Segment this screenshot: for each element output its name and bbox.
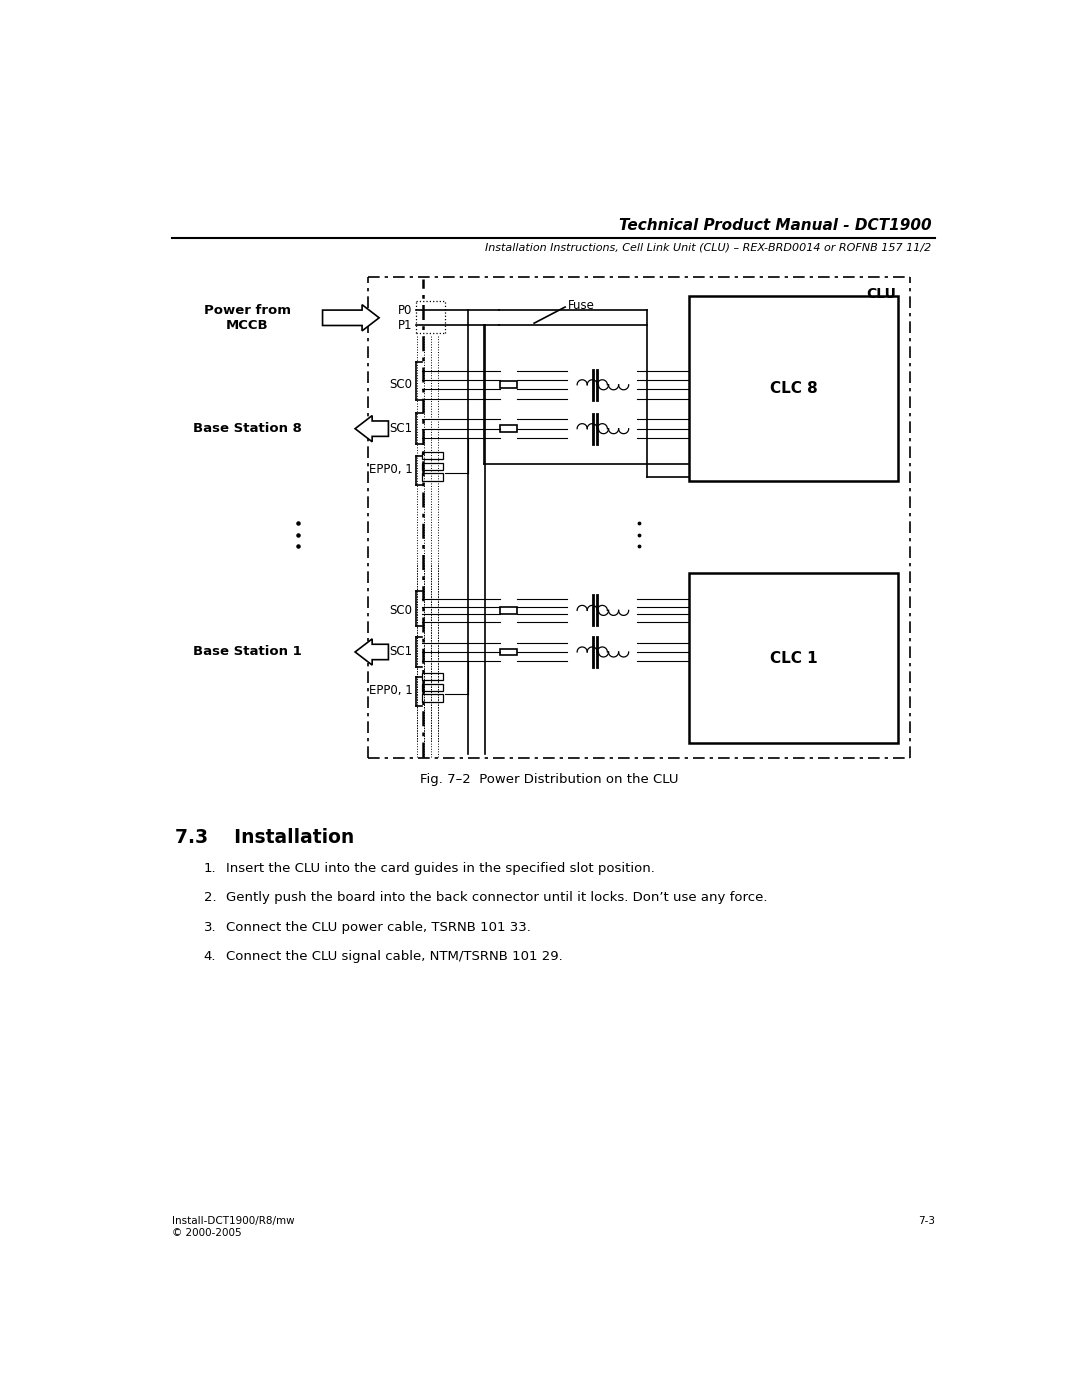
Text: Connect the CLU power cable, TSRNB 101 33.: Connect the CLU power cable, TSRNB 101 3…	[227, 921, 531, 933]
Text: P0: P0	[399, 303, 413, 317]
Polygon shape	[355, 638, 389, 665]
Polygon shape	[355, 415, 389, 441]
Bar	[689, 573, 899, 743]
Text: CLU: CLU	[866, 286, 896, 300]
Bar	[500, 648, 517, 655]
Text: SC1: SC1	[389, 645, 413, 658]
Bar	[422, 474, 444, 481]
Text: Connect the CLU signal cable, NTM/TSRNB 101 29.: Connect the CLU signal cable, NTM/TSRNB …	[227, 950, 563, 963]
Bar	[422, 451, 444, 460]
Polygon shape	[323, 305, 379, 331]
Text: CLC 8: CLC 8	[770, 381, 818, 397]
Bar	[422, 683, 444, 692]
Text: Install-DCT1900/R8/mw
© 2000-2005: Install-DCT1900/R8/mw © 2000-2005	[172, 1217, 295, 1238]
Text: 4.: 4.	[204, 950, 216, 963]
Text: 7-3: 7-3	[918, 1217, 935, 1227]
Bar	[500, 381, 517, 388]
Text: Technical Product Manual - DCT1900: Technical Product Manual - DCT1900	[619, 218, 932, 233]
Text: Installation Instructions, Cell Link Unit (CLU) – REX-BRD0014 or ROFNB 157 11/2: Installation Instructions, Cell Link Uni…	[485, 242, 932, 253]
Bar	[500, 425, 517, 432]
Text: Power from
MCCB: Power from MCCB	[204, 303, 291, 332]
Text: 1.: 1.	[204, 862, 216, 875]
Text: Fig. 7–2  Power Distribution on the CLU: Fig. 7–2 Power Distribution on the CLU	[420, 774, 679, 787]
Text: CLC 1: CLC 1	[770, 651, 818, 665]
Text: Fuse: Fuse	[567, 299, 594, 312]
Text: SC0: SC0	[390, 604, 413, 617]
Text: Base Station 1: Base Station 1	[193, 645, 301, 658]
Bar	[500, 606, 517, 613]
Text: SC1: SC1	[389, 422, 413, 436]
Text: P1: P1	[397, 319, 413, 332]
Text: 7.3    Installation: 7.3 Installation	[175, 827, 354, 847]
Bar	[422, 694, 444, 703]
Text: 3.: 3.	[204, 921, 216, 933]
Text: Insert the CLU into the card guides in the specified slot position.: Insert the CLU into the card guides in t…	[227, 862, 656, 875]
Bar	[689, 296, 899, 481]
Bar	[422, 462, 444, 471]
Text: EPP0, 1: EPP0, 1	[368, 685, 413, 697]
Text: EPP0, 1: EPP0, 1	[368, 462, 413, 476]
Text: Base Station 8: Base Station 8	[193, 422, 301, 436]
Text: Gently push the board into the back connector until it locks. Don’t use any forc: Gently push the board into the back conn…	[227, 891, 768, 904]
Bar	[422, 673, 444, 680]
Text: 2.: 2.	[204, 891, 216, 904]
Text: SC0: SC0	[390, 379, 413, 391]
